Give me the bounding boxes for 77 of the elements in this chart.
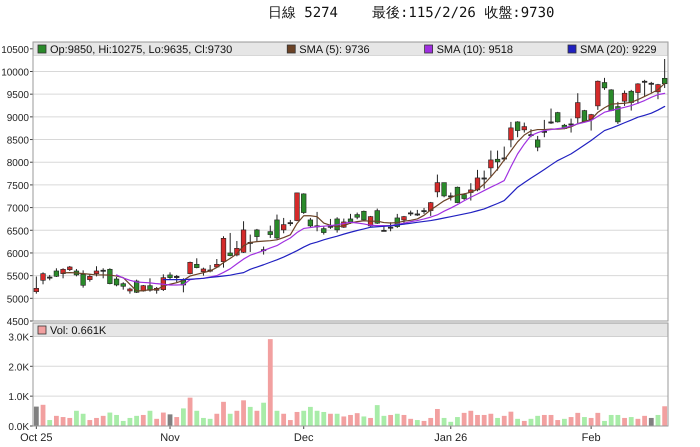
chart-title: 日線 5274: [268, 5, 338, 21]
bar: [422, 420, 426, 426]
bar: [602, 420, 607, 426]
y-tick-label: 2.0K: [8, 362, 30, 374]
legend: Vol: 0.661K: [33, 323, 668, 337]
x-tick-label: Jan 26: [434, 432, 468, 444]
bar: [455, 417, 460, 426]
y-tick-label: 7000: [6, 204, 30, 215]
bar: [168, 414, 172, 426]
y-tick-label: 5000: [6, 294, 30, 306]
bar: [294, 412, 300, 426]
bar: [622, 418, 627, 426]
y-tick-label: 9500: [6, 90, 30, 102]
bar: [180, 408, 186, 426]
bar: [374, 405, 380, 426]
y-tick-label: 8500: [6, 136, 30, 147]
x-tick-label: Nov: [160, 432, 180, 444]
y-tick-label: 10500: [1, 44, 30, 56]
y-tick-label: 3.0K: [8, 332, 30, 344]
bar: [562, 418, 567, 426]
y-tick-label: 1.0K: [8, 392, 30, 404]
legend-label: SMA (10): 9518: [436, 44, 514, 56]
bar: [274, 410, 280, 426]
bar: [354, 413, 360, 426]
bar: [388, 414, 394, 426]
bar: [442, 418, 446, 426]
chart-subtitle: 最後:115/2/26 收盤:9730: [372, 5, 554, 21]
bar: [160, 412, 166, 426]
x-tick-label: Dec: [294, 432, 314, 444]
y-tick-label: 10000: [1, 67, 30, 78]
bar: [361, 416, 366, 426]
bar: [488, 414, 494, 426]
bar: [588, 418, 594, 426]
bar: [568, 417, 574, 426]
bar: [221, 402, 226, 426]
x-tick-label: Oct 25: [20, 432, 53, 444]
y-tick-label: 6000: [6, 248, 30, 260]
bar: [582, 417, 587, 426]
legend-label: Vol: 0.661K: [50, 325, 107, 337]
bar: [495, 418, 500, 426]
bar: [402, 414, 406, 426]
y-tick-label: 9000: [6, 112, 30, 124]
bar: [368, 418, 373, 426]
legend-label: Op:9850, Hi:10275, Lo:9635, Cl:9730: [50, 44, 232, 56]
legend-label: SMA (5): 9736: [299, 44, 370, 56]
bar: [348, 414, 353, 426]
y-tick-label: 7500: [6, 180, 30, 192]
bar: [188, 398, 192, 426]
bar: [268, 339, 273, 426]
bar: [515, 418, 520, 426]
bar: [321, 412, 326, 426]
bar: [334, 414, 340, 426]
x-tick-label: Feb: [582, 432, 601, 444]
bar: [548, 414, 554, 426]
bar: [40, 404, 46, 426]
bar: [382, 416, 386, 426]
bar: [656, 414, 660, 426]
bar: [662, 406, 668, 426]
bar: [328, 414, 333, 426]
bar: [434, 408, 440, 426]
bar: [261, 402, 266, 426]
legend-label: SMA (20): 9229: [580, 44, 656, 56]
bar: [528, 418, 534, 426]
y-tick-label: 0.0K: [8, 422, 30, 433]
y-tick-label: 4500: [6, 317, 30, 328]
bar: [94, 418, 99, 426]
bar: [615, 414, 620, 426]
bar: [508, 412, 514, 426]
bar: [34, 406, 39, 426]
y-tick-label: 6500: [6, 226, 30, 238]
bar: [248, 406, 253, 426]
bar: [475, 414, 480, 426]
bar: [254, 410, 260, 426]
y-tick-label: 8000: [6, 158, 30, 170]
bar: [462, 412, 467, 426]
y-tick-label: 5500: [6, 272, 30, 283]
bar: [148, 410, 152, 426]
